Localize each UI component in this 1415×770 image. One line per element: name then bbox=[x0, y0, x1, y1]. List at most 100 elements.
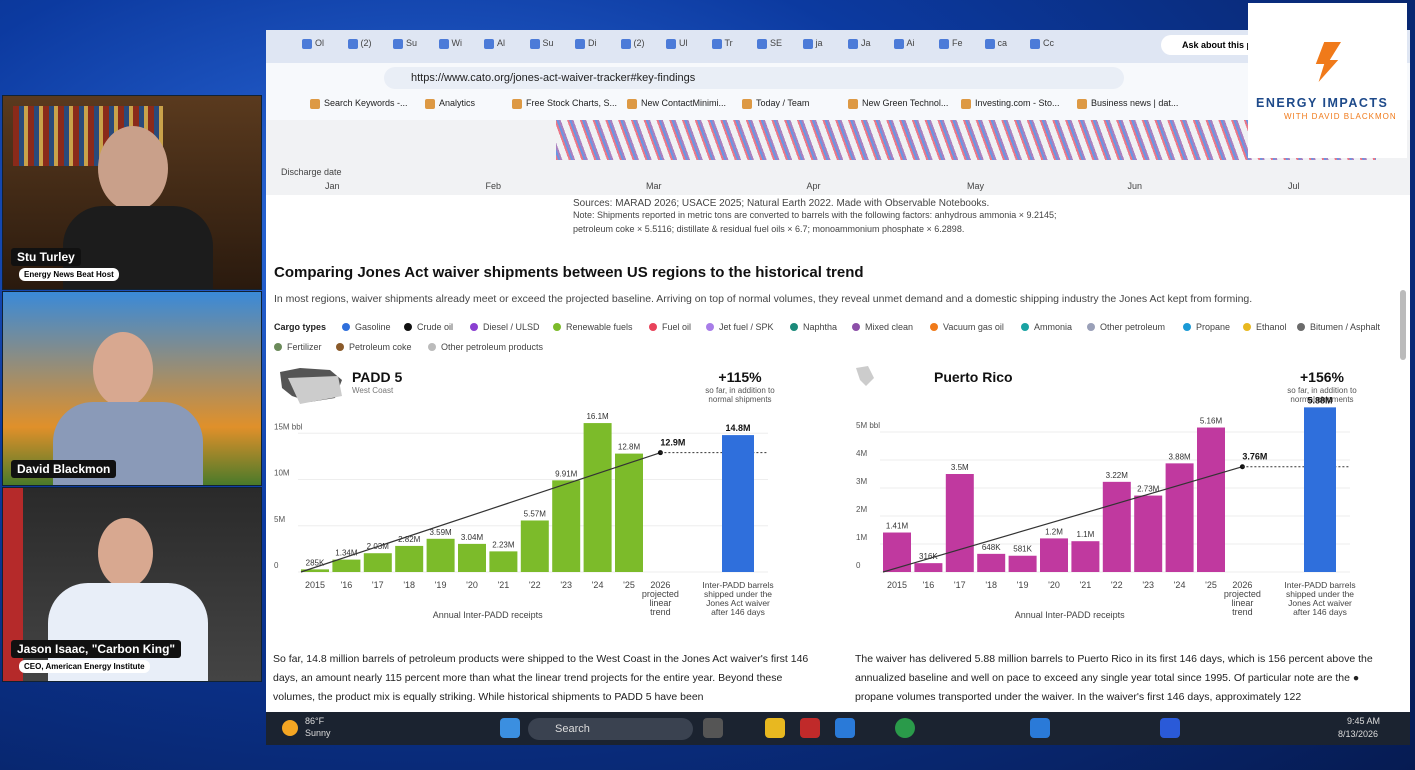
legend-swatch bbox=[342, 323, 350, 331]
taskbar-icon[interactable] bbox=[703, 718, 723, 738]
taskbar-icon[interactable] bbox=[1160, 718, 1180, 738]
logo bbox=[1248, 3, 1407, 158]
x-tick-label: '22 bbox=[529, 580, 541, 590]
bookmark[interactable]: Search Keywords -... bbox=[310, 98, 408, 109]
tab[interactable]: Tr bbox=[711, 38, 738, 49]
scrollbar[interactable] bbox=[1400, 290, 1406, 360]
note: Note: Shipments reported in metric tons … bbox=[573, 210, 1057, 234]
tab-label: Cc bbox=[1043, 38, 1054, 48]
y-tick-label: 1M bbox=[856, 533, 867, 542]
tab[interactable]: Cc bbox=[1030, 38, 1056, 49]
x-tick-label: '21 bbox=[498, 580, 510, 590]
tab[interactable]: Ai bbox=[893, 38, 920, 49]
section-heading: Comparing Jones Act waiver shipments bet… bbox=[274, 264, 864, 281]
taskbar-icon[interactable] bbox=[765, 718, 785, 738]
trend-line bbox=[300, 452, 661, 573]
webcam: David Blackmon bbox=[2, 291, 262, 486]
taskbar-icon[interactable] bbox=[800, 718, 820, 738]
bookmark[interactable]: Free Stock Charts, S... bbox=[512, 98, 617, 109]
value-label: 3.88M bbox=[1168, 452, 1191, 461]
ask-label[interactable]: Ask about this p bbox=[1182, 40, 1253, 50]
x-tick-label: Jones Act waiver bbox=[1288, 598, 1352, 608]
legend-label: Other petroleum products bbox=[441, 342, 544, 352]
bar bbox=[1197, 427, 1225, 572]
clock-time: 9:45 AM bbox=[1347, 716, 1381, 726]
legend-item[interactable]: Bitumen / Asphalt bbox=[1297, 322, 1380, 332]
bar bbox=[552, 480, 581, 572]
taskbar-icon[interactable] bbox=[895, 718, 915, 738]
tab[interactable]: Su bbox=[393, 38, 419, 49]
month-label: Apr bbox=[806, 181, 821, 191]
tab[interactable]: Ul bbox=[666, 38, 692, 49]
bookmark[interactable]: Investing.com - Sto... bbox=[961, 98, 1060, 109]
y-tick-label: 15M bbl bbox=[274, 422, 303, 431]
legend-item[interactable]: Crude oil bbox=[404, 322, 453, 332]
bar bbox=[426, 538, 455, 572]
legend-item[interactable]: Naphtha bbox=[790, 322, 837, 332]
bookmark[interactable]: Business news | dat... bbox=[1077, 98, 1178, 109]
bookmark[interactable]: Analytics bbox=[425, 98, 475, 109]
trend-line bbox=[882, 466, 1243, 573]
tab[interactable]: Di bbox=[575, 38, 601, 49]
value-label: 12.8M bbox=[618, 443, 641, 452]
url[interactable]: https://www.cato.org/jones-act-waiver-tr… bbox=[411, 72, 696, 84]
legend-item[interactable]: Ethanol bbox=[1243, 322, 1287, 332]
tab-icon bbox=[666, 38, 676, 49]
legend-item[interactable]: Renewable fuels bbox=[553, 322, 633, 332]
tab[interactable]: Ja bbox=[848, 38, 874, 49]
legend-item[interactable]: Jet fuel / SPK bbox=[706, 322, 774, 332]
legend-item[interactable]: Vacuum gas oil bbox=[930, 322, 1004, 332]
head bbox=[98, 518, 153, 588]
start-button[interactable] bbox=[500, 718, 520, 738]
taskbar-icon[interactable] bbox=[1030, 718, 1050, 738]
legend-item[interactable]: Petroleum coke bbox=[336, 342, 412, 352]
headline: +156% bbox=[1300, 369, 1345, 385]
x-tick-label: linear bbox=[649, 598, 671, 608]
logo-subtitle: WITH DAVID BLACKMON bbox=[1284, 112, 1397, 121]
tab-label: Ai bbox=[906, 38, 915, 48]
bar bbox=[977, 553, 1006, 572]
tab[interactable]: (2) bbox=[620, 38, 647, 49]
legend-item[interactable]: Propane bbox=[1183, 322, 1230, 332]
value-label: 2.82M bbox=[398, 535, 421, 544]
legend-swatch bbox=[553, 323, 561, 331]
tab-label: Al bbox=[497, 38, 506, 48]
legend-item[interactable]: Other petroleum products bbox=[428, 342, 543, 352]
x-tick-label: '17 bbox=[954, 580, 966, 590]
tab-icon bbox=[438, 38, 449, 49]
legend-item[interactable]: Ammonia bbox=[1021, 322, 1072, 332]
legend-item[interactable]: Other petroleum bbox=[1087, 322, 1165, 332]
legend-item[interactable]: Gasoline bbox=[342, 322, 391, 332]
tab[interactable]: SE bbox=[757, 38, 783, 49]
tab-icon bbox=[393, 38, 403, 49]
legend-item[interactable]: Fuel oil bbox=[649, 322, 691, 332]
tab-icon bbox=[848, 38, 858, 49]
legend-label: Fuel oil bbox=[662, 322, 692, 332]
x-tick-label: trend bbox=[650, 607, 671, 617]
y-tick-label: 10M bbox=[274, 469, 290, 478]
tab[interactable]: ja bbox=[802, 38, 829, 49]
y-tick-label: 3M bbox=[856, 477, 867, 486]
tab[interactable]: (2) bbox=[347, 38, 374, 49]
bookmark[interactable]: New ContactMinimi... bbox=[627, 98, 726, 109]
legend-swatch bbox=[852, 323, 860, 331]
projection-label: 12.9M bbox=[660, 438, 685, 448]
legend-item[interactable]: Fertilizer bbox=[274, 342, 322, 352]
tab[interactable]: Fe bbox=[939, 38, 965, 49]
tab[interactable]: Su bbox=[529, 38, 556, 49]
search-box[interactable] bbox=[528, 718, 693, 740]
address-bar[interactable] bbox=[384, 67, 1124, 89]
search-label[interactable]: Search bbox=[555, 723, 590, 735]
month-label: Jan bbox=[325, 181, 340, 191]
legend-item[interactable]: Diesel / ULSD bbox=[470, 322, 540, 332]
taskbar-icon[interactable] bbox=[835, 718, 855, 738]
tab[interactable]: Ol bbox=[302, 38, 328, 49]
tab-icon bbox=[620, 38, 631, 49]
value-label: 1.41M bbox=[886, 522, 909, 531]
bookmark[interactable]: Today / Team bbox=[742, 98, 809, 109]
tab[interactable]: ca bbox=[984, 38, 1011, 49]
tab[interactable]: Al bbox=[484, 38, 510, 49]
legend-item[interactable]: Mixed clean bbox=[852, 322, 913, 332]
bookmark[interactable]: New Green Technol... bbox=[848, 98, 948, 109]
tab[interactable]: Wi bbox=[438, 38, 465, 49]
